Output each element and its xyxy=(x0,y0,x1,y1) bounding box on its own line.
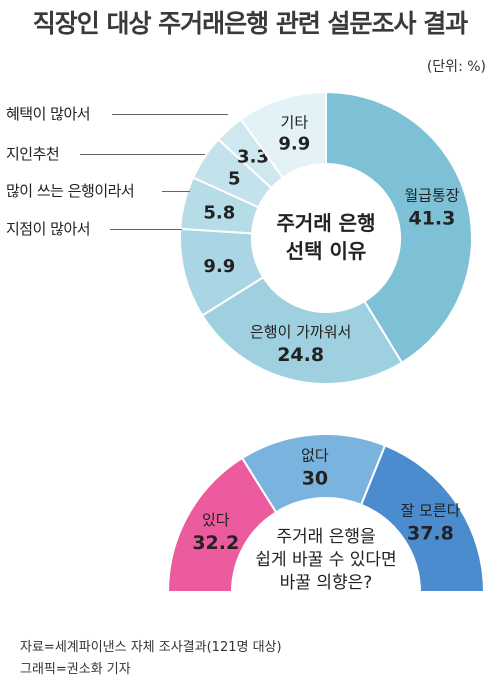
center-label-line-0: 주거래 은행 xyxy=(277,211,376,235)
slice-value-3: 5.8 xyxy=(203,202,235,223)
slice-value-1: 24.8 xyxy=(277,344,324,366)
slice-label-1: 은행이 가까워서 xyxy=(250,323,351,341)
source-text: 자료=세계파이낸스 자체 조사결과(121명 대상) xyxy=(20,640,282,655)
slice-label-0: 있다 xyxy=(202,511,230,529)
center-label-line-1: 쉽게 바꿀 수 있다면 xyxy=(255,550,396,570)
slice-label-2: 잘 모른다 xyxy=(400,502,460,520)
slice-label-1: 없다 xyxy=(301,446,329,464)
slice-label-0: 월급통장 xyxy=(404,186,459,204)
donut-chart-reason: 월급통장 41.3 은행이 가까워서 24.8 9.9 5.8 53.3 기타 9.9 주거래 은… xyxy=(179,90,473,385)
center-label-line-2: 바꿀 의향은? xyxy=(280,573,373,593)
chart-title: 직장인 대상 주거래은행 관련 설문조사 결과 xyxy=(32,9,469,38)
slice-value-0: 32.2 xyxy=(192,532,239,554)
slice-0 xyxy=(325,90,473,365)
center-label-line-1: 선택 이유 xyxy=(286,239,367,263)
leader-line-branches xyxy=(110,229,182,230)
unit-label: (단위: %) xyxy=(426,59,486,75)
outer-label-branches: 지점이 많아서 xyxy=(6,220,91,238)
leader-line-popular-bank xyxy=(162,191,190,192)
outer-label-popular-bank: 많이 쓰는 은행이라서 xyxy=(6,182,135,200)
slice-value-6: 9.9 xyxy=(278,133,310,154)
credit-text: 그래픽=권소화 기자 xyxy=(20,662,131,677)
slice-value-1: 30 xyxy=(302,467,328,489)
slice-value-4: 5 xyxy=(228,168,241,189)
slice-value-2: 9.9 xyxy=(203,256,235,277)
outer-label-referral: 지인추천 xyxy=(6,145,60,163)
slice-6 xyxy=(239,90,327,180)
slice-1 xyxy=(200,275,404,385)
leader-line-benefit xyxy=(112,114,228,115)
slice-label-6: 기타 xyxy=(281,113,309,131)
slice-value-5: 3.3 xyxy=(237,147,269,168)
slice-2 xyxy=(359,444,486,593)
slice-value-2: 37.8 xyxy=(407,523,454,545)
outer-label-benefit: 혜택이 많아서 xyxy=(6,105,91,123)
leader-line-referral xyxy=(80,154,205,155)
center-label-line-0: 주거래 은행을 xyxy=(276,527,375,547)
slice-value-0: 41.3 xyxy=(408,207,455,229)
